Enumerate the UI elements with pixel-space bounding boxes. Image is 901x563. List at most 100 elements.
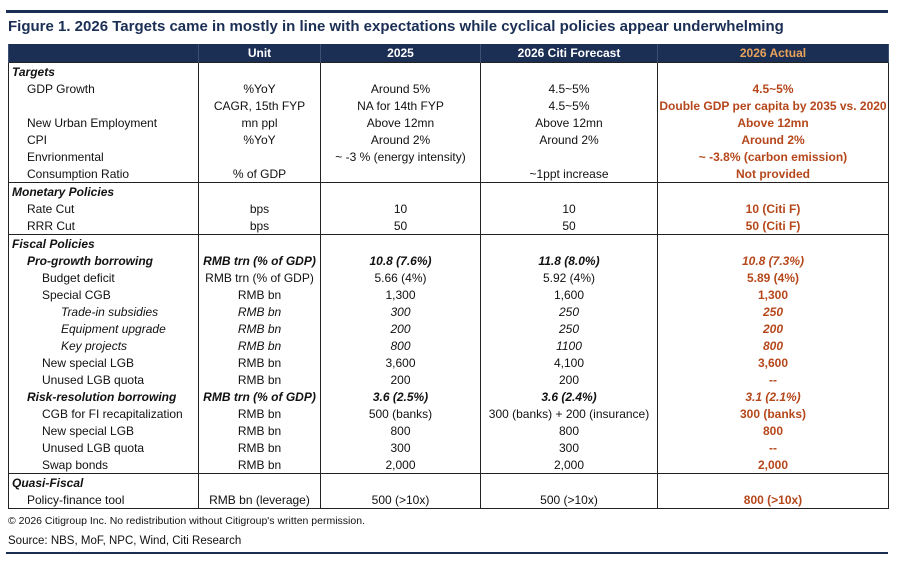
row-label: New special LGB — [8, 354, 199, 371]
table-row: Budget deficit RMB trn (% of GDP) 5.66 (4%… — [8, 269, 889, 286]
unit-cell: RMB bn — [198, 303, 321, 320]
row-label: Unused LGB quota — [8, 371, 199, 388]
row-label: Policy-finance tool — [8, 491, 199, 509]
forecast-cell: 500 (>10x) — [480, 491, 658, 509]
table-row: CGB for FI recapitalization RMB bn 500 (ba… — [8, 405, 889, 422]
section-empty-cell — [320, 182, 481, 200]
forecast-cell: 10 — [480, 200, 658, 217]
table-row: Swap bonds RMB bn 2,000 2,000 2,000 — [8, 456, 889, 474]
value-2025-cell: 5.66 (4%) — [320, 269, 481, 286]
actual-cell: Double GDP per capita by 2035 vs. 2020 — [657, 97, 889, 114]
forecast-cell: 300 — [480, 439, 658, 456]
actual-cell: -- — [657, 439, 889, 456]
value-2025-cell: 300 — [320, 303, 481, 320]
table-row: Pro-growth borrowing RMB trn (% of GDP) 10… — [8, 252, 889, 269]
section-title: Quasi-Fiscal — [8, 473, 199, 491]
section-header-row: Monetary Policies — [8, 182, 889, 200]
value-2025-cell: 3.6 (2.5%) — [320, 388, 481, 405]
actual-cell: 800 — [657, 422, 889, 439]
value-2025-cell: 800 — [320, 337, 481, 354]
actual-cell: 1,300 — [657, 286, 889, 303]
table-row: Rate Cut bps 10 10 10 (Citi F) — [8, 200, 889, 217]
unit-cell: RMB bn — [198, 371, 321, 388]
top-rule — [6, 10, 888, 13]
row-label: Swap bonds — [8, 456, 199, 474]
row-label: Rate Cut — [8, 200, 199, 217]
value-2025-cell — [320, 165, 481, 183]
table-row: Policy-finance tool RMB bn (leverage) 500 … — [8, 491, 889, 509]
targets-table: Unit 2025 2026 Citi Forecast 2026 Actual… — [8, 44, 889, 509]
forecast-cell: 4,100 — [480, 354, 658, 371]
value-2025-cell: 200 — [320, 320, 481, 337]
forecast-cell: 4.5~5% — [480, 80, 658, 97]
row-label: Risk-resolution borrowing — [8, 388, 199, 405]
unit-cell: RMB bn — [198, 439, 321, 456]
section-empty-cell — [198, 473, 321, 491]
section-empty-cell — [198, 62, 321, 80]
row-label: New special LGB — [8, 422, 199, 439]
forecast-cell: Around 2% — [480, 131, 658, 148]
value-2025-cell: 500 (>10x) — [320, 491, 481, 509]
section-empty-cell — [480, 62, 658, 80]
value-2025-cell: Above 12mn — [320, 114, 481, 131]
header-cell-label — [8, 44, 199, 63]
row-label: GDP Growth — [8, 80, 199, 97]
value-2025-cell: 2,000 — [320, 456, 481, 474]
row-label: Pro-growth borrowing — [8, 252, 199, 269]
unit-cell: RMB bn — [198, 286, 321, 303]
table-row: CAGR, 15th FYP NA for 14th FYP 4.5~5% Doubl… — [8, 97, 889, 114]
table-row: Key projects RMB bn 800 1100 800 — [8, 337, 889, 354]
header-cell-2025: 2025 — [320, 44, 481, 63]
section-empty-cell — [320, 234, 481, 252]
value-2025-cell: 1,300 — [320, 286, 481, 303]
row-label: Special CGB — [8, 286, 199, 303]
value-2025-cell: 800 — [320, 422, 481, 439]
actual-cell: 200 — [657, 320, 889, 337]
row-label: RRR Cut — [8, 217, 199, 235]
forecast-cell: 200 — [480, 371, 658, 388]
actual-cell: 4.5~5% — [657, 80, 889, 97]
section-empty-cell — [657, 182, 889, 200]
unit-cell: RMB trn (% of GDP) — [198, 388, 321, 405]
section-empty-cell — [198, 234, 321, 252]
actual-cell: Above 12mn — [657, 114, 889, 131]
actual-cell: 5.89 (4%) — [657, 269, 889, 286]
value-2025-cell: NA for 14th FYP — [320, 97, 481, 114]
forecast-cell: 1100 — [480, 337, 658, 354]
value-2025-cell: 10.8 (7.6%) — [320, 252, 481, 269]
forecast-cell: 2,000 — [480, 456, 658, 474]
section-empty-cell — [320, 473, 481, 491]
table-row: CPI %YoY Around 2% Around 2% Around 2% — [8, 131, 889, 148]
section-empty-cell — [480, 234, 658, 252]
forecast-cell: 300 (banks) + 200 (insurance) — [480, 405, 658, 422]
unit-cell: bps — [198, 200, 321, 217]
row-label: CPI — [8, 131, 199, 148]
row-label: Envrionmental — [8, 148, 199, 165]
actual-cell: 300 (banks) — [657, 405, 889, 422]
forecast-cell — [480, 148, 658, 165]
unit-cell: % of GDP — [198, 165, 321, 183]
figure-title: Figure 1. 2026 Targets came in mostly in… — [8, 18, 784, 35]
row-label: Key projects — [8, 337, 199, 354]
header-cell-actual: 2026 Actual — [657, 44, 889, 63]
unit-cell: %YoY — [198, 131, 321, 148]
actual-cell: ~ -3.8% (carbon emission) — [657, 148, 889, 165]
row-label: Equipment upgrade — [8, 320, 199, 337]
table-row: Unused LGB quota RMB bn 200 200 -- — [8, 371, 889, 388]
unit-cell: RMB bn — [198, 422, 321, 439]
actual-cell: 3.1 (2.1%) — [657, 388, 889, 405]
header-row: Unit 2025 2026 Citi Forecast 2026 Actual — [8, 44, 889, 63]
value-2025-cell: ~ -3 % (energy intensity) — [320, 148, 481, 165]
unit-cell: bps — [198, 217, 321, 235]
section-empty-cell — [480, 473, 658, 491]
actual-cell: 10.8 (7.3%) — [657, 252, 889, 269]
forecast-cell: 1,600 — [480, 286, 658, 303]
table-body: Targets GDP Growth %YoY Around 5% 4.5~5% 4.5~… — [8, 62, 889, 509]
unit-cell: CAGR, 15th FYP — [198, 97, 321, 114]
actual-cell: 800 (>10x) — [657, 491, 889, 509]
row-label: New Urban Employment — [8, 114, 199, 131]
table-row: Trade-in subsidies RMB bn 300 250 250 — [8, 303, 889, 320]
section-empty-cell — [198, 182, 321, 200]
actual-cell: Around 2% — [657, 131, 889, 148]
unit-cell: RMB bn — [198, 320, 321, 337]
